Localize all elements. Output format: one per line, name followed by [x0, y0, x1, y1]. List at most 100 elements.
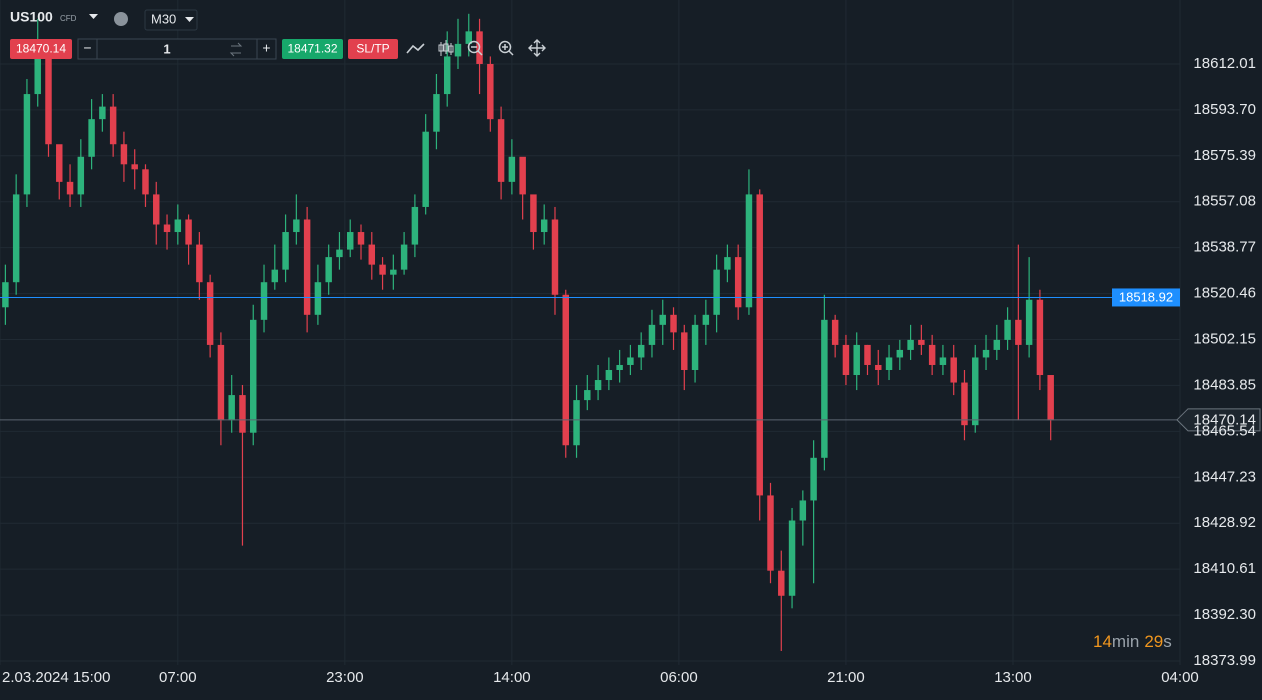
candle-body	[422, 131, 429, 207]
candle-body	[217, 344, 225, 421]
candle-body	[271, 269, 279, 283]
candle-body	[120, 144, 128, 165]
candle-body	[1025, 299, 1033, 345]
candle-body	[972, 357, 979, 426]
candle-body	[99, 106, 106, 120]
buy-button[interactable]	[282, 39, 343, 59]
timer-sec-unit: s	[1163, 632, 1172, 651]
candle-body	[185, 219, 192, 245]
candle-body	[928, 344, 936, 365]
candle-body	[540, 219, 548, 233]
candle-body	[939, 357, 947, 365]
x-tick-label: 2.03.2024 15:00	[2, 669, 110, 686]
x-tick-label: 06:00	[660, 669, 698, 686]
candle-body	[713, 269, 720, 315]
y-tick-label: 18392.30	[1193, 606, 1256, 623]
sltp-button[interactable]	[348, 39, 398, 59]
candle-body	[357, 232, 365, 245]
candle-body	[605, 370, 613, 381]
candle-body	[23, 94, 31, 195]
candle-body	[993, 339, 1001, 350]
candle-body	[487, 63, 494, 120]
candle-body	[799, 500, 807, 521]
candle-body	[400, 244, 408, 270]
toolbar: US100 CFD M30 18470.14 − 1 + 18471.32 SL…	[10, 9, 546, 60]
candle-body	[702, 314, 710, 325]
timeframe-box[interactable]	[144, 9, 198, 31]
minus-button[interactable]: −	[83, 40, 91, 56]
y-tick-label: 18612.01	[1193, 55, 1256, 72]
pan-icon[interactable]	[528, 39, 546, 57]
candle-body	[163, 224, 171, 233]
sell-button[interactable]	[10, 39, 72, 59]
symbol-kind: CFD	[60, 14, 77, 23]
candle-body	[778, 570, 785, 596]
overlay: 18518.92 18470.14	[0, 288, 1261, 432]
y-tick-label: 18447.23	[1193, 468, 1256, 485]
y-tick-label: 18575.39	[1193, 147, 1256, 164]
zoom-in-icon[interactable]	[498, 40, 512, 54]
candle-body	[250, 319, 257, 433]
candle-body	[1004, 319, 1011, 340]
candle-body	[390, 269, 397, 275]
swap-icon[interactable]	[229, 42, 243, 57]
candle-body	[961, 382, 968, 426]
candle-body	[508, 156, 516, 182]
candle-body	[443, 56, 451, 95]
candle-body	[131, 164, 138, 170]
candle-body	[454, 43, 462, 57]
y-tick-label: 18593.70	[1193, 101, 1256, 118]
plus-button[interactable]: +	[262, 40, 270, 56]
price-tag-label: 18518.92	[1119, 289, 1173, 304]
candle-body	[379, 264, 386, 275]
candle-body	[864, 344, 871, 365]
candle-body	[842, 344, 850, 376]
candle-body	[530, 194, 537, 233]
zoom-out-icon[interactable]	[467, 40, 481, 54]
x-tick-label: 07:00	[159, 669, 197, 686]
candle-body	[433, 94, 440, 132]
zoom-in-icon-part	[502, 44, 514, 56]
line-chart-icon[interactable]	[406, 43, 425, 54]
candle-body	[368, 244, 376, 265]
info-icon[interactable]	[114, 12, 128, 26]
candle-body	[670, 314, 677, 333]
candle-body	[950, 357, 957, 383]
candle-body	[153, 194, 160, 225]
candle-body	[497, 119, 505, 182]
candle-body	[562, 294, 569, 446]
candle-body	[109, 106, 117, 145]
symbol[interactable]: US100	[10, 9, 53, 25]
timer-seconds: 29	[1144, 632, 1163, 651]
candle-body	[821, 319, 828, 458]
candle-body	[691, 324, 699, 371]
timer-min-unit: min	[1112, 632, 1139, 651]
candle-body	[918, 339, 925, 345]
quantity[interactable]: 1	[163, 41, 170, 56]
candle-body	[465, 31, 472, 44]
candle-icon[interactable]	[438, 40, 454, 56]
y-tick-label: 18410.61	[1193, 560, 1256, 577]
candle-body	[303, 219, 311, 315]
candle-body	[831, 319, 839, 345]
candle-body	[637, 344, 645, 358]
candle-body	[411, 206, 419, 245]
candle-body	[34, 56, 41, 95]
candle-body	[659, 314, 666, 325]
current-price-tag	[1176, 408, 1261, 432]
price-tag	[1112, 288, 1180, 307]
candle-body	[1036, 299, 1044, 376]
symbol-dropdown[interactable]	[89, 14, 98, 19]
y-tick-label: 18520.46	[1193, 285, 1256, 302]
y-tick-label: 18502.15	[1193, 330, 1256, 347]
x-tick-label: 13:00	[994, 669, 1032, 686]
candle-body	[573, 400, 580, 446]
zoom-out-icon-part	[471, 46, 483, 56]
sltp-label: SL/TP	[356, 42, 389, 56]
candle-body	[66, 181, 74, 195]
candle-body	[325, 257, 332, 283]
quantity-box	[77, 38, 277, 60]
candle-body	[745, 194, 753, 308]
y-tick-label: 18538.77	[1193, 239, 1256, 256]
